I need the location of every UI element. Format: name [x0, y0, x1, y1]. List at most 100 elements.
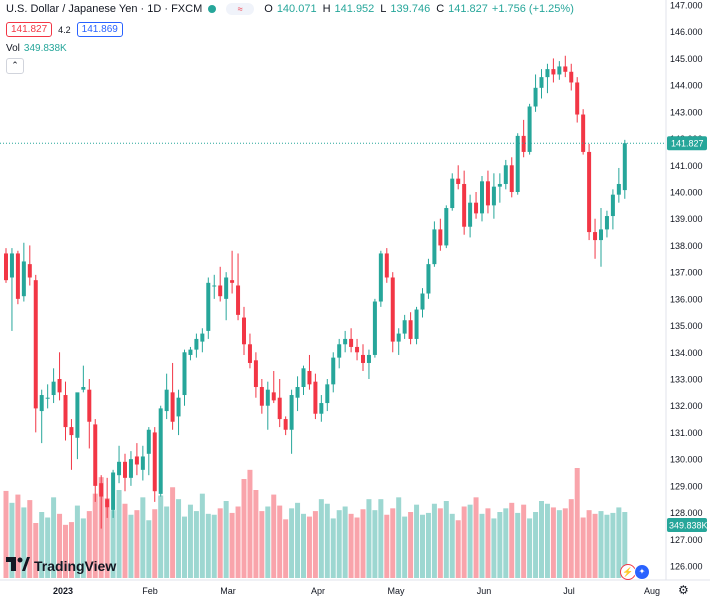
volume-bar	[301, 513, 306, 578]
chevron-up-icon: ⌃	[11, 60, 19, 70]
volume-bar	[21, 507, 27, 578]
volume-bar	[211, 514, 217, 578]
volume-bar	[592, 513, 598, 578]
us-flag-icon[interactable]: ✦	[634, 564, 650, 580]
volume-label[interactable]: Vol	[6, 43, 20, 54]
volume-bar	[140, 497, 146, 578]
volume-bar	[92, 493, 98, 578]
last-price-tag	[667, 136, 707, 151]
candle-body	[456, 178, 461, 184]
volume-axis-label: 349.838K	[667, 518, 708, 532]
tradingview-logo[interactable]: TradingView	[6, 557, 116, 574]
candle-body	[93, 424, 98, 486]
volume-bar	[265, 506, 271, 578]
price-tick-label: 135.000	[670, 321, 703, 331]
price-tick-label: 128.000	[670, 508, 703, 518]
volume-bar	[63, 524, 68, 578]
volume-bar	[164, 506, 170, 578]
volume-bar	[68, 522, 74, 578]
volume-value: 349.838K	[23, 43, 67, 54]
candle-body	[301, 368, 306, 388]
candle-body	[325, 384, 330, 404]
volume-bar	[348, 513, 354, 578]
candle-body	[480, 181, 484, 214]
volume-bar	[533, 512, 539, 578]
candle-body	[337, 344, 342, 358]
volume-bar	[402, 516, 408, 578]
candle-body	[289, 395, 294, 430]
candle-body	[158, 408, 163, 494]
volume-bar	[562, 508, 568, 578]
volume-bar	[503, 508, 509, 578]
candle-body	[218, 285, 223, 297]
candle-body	[402, 320, 407, 334]
candle-body	[444, 208, 449, 246]
volume-bar	[586, 510, 592, 578]
volume-bar	[437, 508, 443, 578]
volume-legend: Vol 349.838K	[6, 43, 67, 54]
candle-body	[99, 483, 104, 497]
volume-bar	[312, 511, 318, 578]
candle-body	[33, 280, 38, 409]
candle-body	[343, 338, 348, 345]
candle-body	[355, 346, 360, 353]
volume-bar	[277, 505, 283, 578]
candle-body	[372, 301, 377, 355]
candle-body	[63, 395, 68, 428]
candle-body	[230, 280, 235, 283]
volume-bar	[384, 514, 390, 578]
time-axis[interactable]: 2023 Feb Mar Apr May Jun Jul Aug	[53, 586, 660, 596]
volume-bar	[15, 494, 21, 578]
compare-icon[interactable]: ≈	[226, 3, 255, 15]
collapse-legend-button[interactable]: ⌃	[6, 58, 24, 74]
candle-body	[378, 253, 383, 302]
candle-body	[170, 392, 175, 422]
volume-bar	[122, 503, 128, 578]
spread-value: 4.2	[58, 24, 71, 35]
candle-body	[349, 338, 354, 347]
volume-bar	[289, 508, 295, 578]
candle-body	[616, 183, 621, 195]
volume-bar	[110, 510, 116, 578]
volume-bar	[521, 504, 527, 578]
price-axis[interactable]: 147.000146.000145.000144.000143.000142.0…	[670, 1, 703, 572]
candle-body	[426, 264, 431, 294]
time-tick-label: Apr	[311, 586, 325, 596]
gear-icon[interactable]: ⚙	[678, 583, 689, 597]
volume-bar	[223, 501, 229, 578]
candle-body	[123, 461, 127, 478]
candle-body	[277, 397, 282, 420]
candle-body	[539, 77, 544, 88]
candle-body	[331, 357, 336, 385]
buy-button[interactable]: 141.869	[76, 22, 123, 37]
volume-bar	[235, 506, 241, 578]
volume-bar	[104, 498, 110, 578]
volume-bar	[193, 511, 199, 578]
price-tick-label: 126.000	[670, 562, 703, 572]
volume-bar	[128, 514, 134, 578]
volume-bar	[414, 504, 420, 578]
volume-bar	[556, 510, 562, 578]
high-label: H	[322, 3, 331, 15]
symbol-title[interactable]: U.S. Dollar / Japanese Yen · 1D · FXCM	[6, 3, 203, 15]
sell-button[interactable]: 141.827	[6, 22, 53, 37]
trade-buttons: 141.827 4.2 141.869	[6, 22, 123, 37]
candle-body	[450, 178, 455, 209]
volume-bar	[74, 505, 80, 578]
candle-body	[164, 389, 169, 412]
price-tick-label: 140.000	[670, 188, 703, 198]
candle-body	[128, 459, 133, 478]
candle-body	[545, 69, 550, 78]
volume-bar	[467, 504, 473, 578]
tv-logo-icon	[6, 557, 30, 574]
volume-bar	[134, 510, 140, 578]
open-label: O	[264, 3, 273, 15]
candle-body	[111, 472, 116, 510]
candle-body	[604, 216, 609, 230]
last-price-text: 141.827	[671, 139, 704, 149]
candle-body	[134, 456, 139, 465]
candle-body	[622, 143, 627, 191]
volume-bar	[324, 503, 330, 578]
candle-body	[87, 389, 92, 422]
